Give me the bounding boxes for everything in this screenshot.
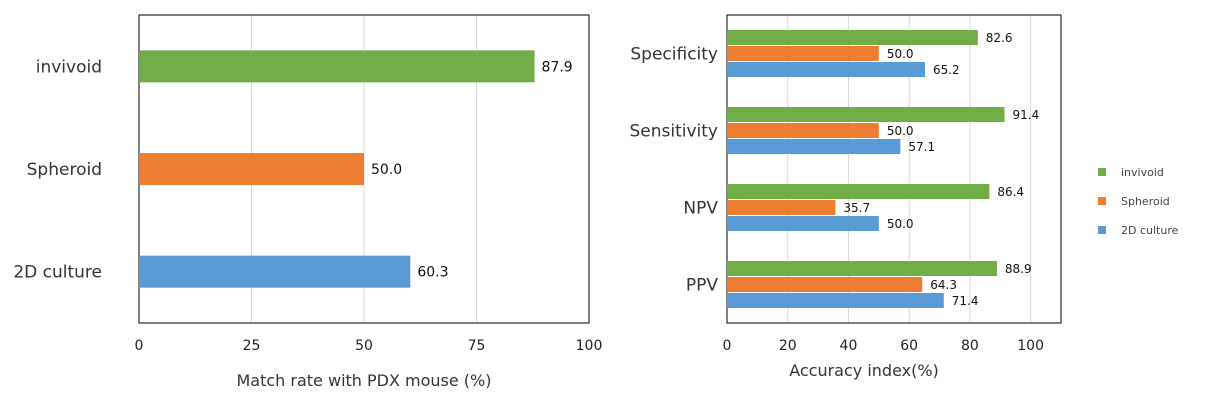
legend-label: 2D culture: [1121, 224, 1179, 237]
data-label: 50.0: [887, 47, 914, 61]
bar-spheroid: [727, 277, 923, 292]
bar-2d-culture: [727, 62, 925, 77]
legend-label: Spheroid: [1121, 195, 1170, 208]
accuracy-index-chart: 0 20 40 60 80 100 82.6 50.0 65.2 Specificity 91.4 5…: [629, 14, 1062, 380]
category-label: PPV: [686, 276, 719, 296]
x-tick-label: 75: [468, 338, 486, 354]
x-tick-label: 40: [840, 338, 858, 354]
bar-0: [139, 50, 535, 83]
bar-spheroid: [727, 200, 836, 215]
data-label: 65.2: [933, 63, 960, 77]
category-label: Specificity: [630, 45, 718, 65]
category-label: invivoid: [36, 57, 102, 77]
x-tick-label: 100: [576, 338, 603, 354]
data-label: 91.4: [1013, 108, 1040, 122]
bar-2d-culture: [727, 139, 901, 154]
x-axis-label: Match rate with PDX mouse (%): [236, 371, 491, 390]
bar-1: [139, 153, 364, 185]
bar-invivoid: [727, 261, 997, 276]
data-label: 57.1: [908, 140, 935, 154]
x-axis-label: Accuracy index(%): [789, 361, 939, 380]
data-label: 71.4: [952, 294, 979, 308]
data-label: 35.7: [843, 201, 870, 215]
x-tick-label: 20: [779, 338, 797, 354]
x-tick-label: 100: [1017, 338, 1044, 354]
legend-swatch: [1098, 226, 1106, 234]
plot-frame: [726, 14, 1062, 324]
data-label: 50.0: [887, 124, 914, 138]
data-label: 87.9: [542, 59, 573, 75]
bar-2d-culture: [727, 216, 879, 231]
bar-2: [139, 255, 411, 288]
accuracy-legend: invivoid Spheroid 2D culture: [1098, 166, 1179, 237]
x-tick-label: 60: [900, 338, 918, 354]
bar-spheroid: [727, 123, 879, 138]
x-tick-label: 50: [355, 338, 373, 354]
category-label: Spheroid: [27, 160, 102, 180]
legend-label: invivoid: [1121, 166, 1164, 179]
data-label: 50.0: [371, 162, 402, 178]
data-label: 64.3: [930, 278, 957, 292]
data-label: 86.4: [997, 185, 1024, 199]
x-tick-label: 0: [135, 338, 144, 354]
x-tick-label: 0: [723, 338, 732, 354]
legend-swatch: [1098, 168, 1106, 176]
data-label: 50.0: [887, 217, 914, 231]
category-label: Sensitivity: [629, 122, 718, 142]
legend-swatch: [1098, 197, 1106, 205]
x-tick-label: 25: [243, 338, 261, 354]
bar-invivoid: [727, 107, 1005, 122]
match-rate-chart: 0 25 50 75 100 87.9 invivoid 50.0 Spheroid 60.3 2D…: [13, 14, 603, 390]
x-tick-label: 80: [961, 338, 979, 354]
bar-invivoid: [727, 30, 978, 45]
data-label: 60.3: [417, 265, 448, 281]
category-label: NPV: [683, 199, 718, 219]
bar-spheroid: [727, 46, 879, 61]
category-label: 2D culture: [13, 263, 102, 283]
data-label: 82.6: [986, 31, 1013, 45]
bar-2d-culture: [727, 293, 944, 308]
data-label: 88.9: [1005, 262, 1032, 276]
bar-invivoid: [727, 184, 990, 199]
